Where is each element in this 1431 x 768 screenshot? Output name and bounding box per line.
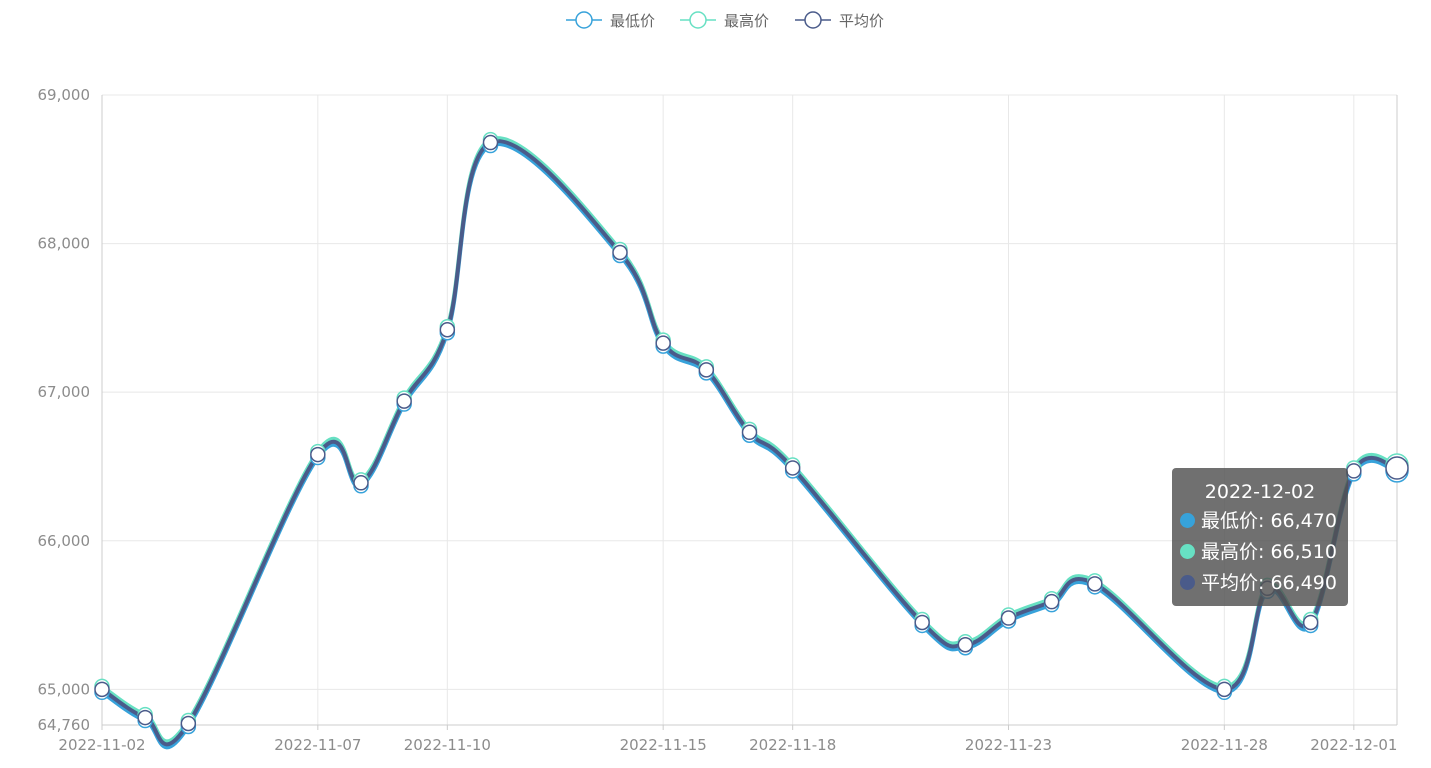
data-point[interactable] xyxy=(1087,576,1103,592)
data-point[interactable] xyxy=(784,460,801,476)
data-point[interactable] xyxy=(180,715,197,732)
legend-item-2[interactable]: 平均价 xyxy=(795,11,884,30)
x-tick-label: 2022-11-28 xyxy=(1181,736,1268,754)
y-tick-label: 66,000 xyxy=(38,532,91,550)
legend-label: 平均价 xyxy=(839,12,884,30)
data-point[interactable] xyxy=(1000,610,1017,626)
tooltip-dot-high xyxy=(1180,544,1195,559)
legend-marker xyxy=(689,11,707,29)
tooltip-label-low: 最低价: 66,470 xyxy=(1201,510,1337,532)
data-point[interactable] xyxy=(137,709,153,726)
x-tick-label: 2022-12-01 xyxy=(1310,736,1397,754)
y-tick-label: 64,760 xyxy=(38,716,91,734)
data-point[interactable] xyxy=(698,362,715,378)
data-point[interactable] xyxy=(396,393,412,409)
data-point[interactable] xyxy=(1216,681,1233,698)
data-point[interactable] xyxy=(1385,456,1409,480)
series-line-0 xyxy=(100,142,1398,750)
series-lines xyxy=(100,136,1398,750)
data-point[interactable] xyxy=(914,614,930,631)
y-tick-label: 67,000 xyxy=(38,383,91,401)
tooltip-dot-avg xyxy=(1180,575,1195,590)
data-point[interactable] xyxy=(1043,593,1060,610)
tooltip-row-low: 最低价: 66,470 xyxy=(1180,506,1340,537)
tooltip: 2022-12-02 最低价: 66,470 最高价: 66,510 平均价: … xyxy=(1172,468,1348,606)
x-tick-label: 2022-11-23 xyxy=(965,736,1052,754)
x-tick-label: 2022-11-07 xyxy=(274,736,361,754)
y-tick-label: 65,000 xyxy=(38,680,91,698)
data-point[interactable] xyxy=(612,244,628,261)
y-tick-label: 69,000 xyxy=(38,86,91,104)
data-point[interactable] xyxy=(655,335,671,351)
data-point[interactable] xyxy=(957,637,974,653)
data-point[interactable] xyxy=(94,681,110,698)
x-tick-label: 2022-11-15 xyxy=(620,736,707,754)
tooltip-title: 2022-12-02 xyxy=(1204,481,1316,503)
legend-label: 最低价 xyxy=(610,12,655,30)
series-line-2 xyxy=(100,139,1398,747)
y-axis-labels: 64,760 65,000 66,000 67,000 68,000 69,000 xyxy=(38,86,91,734)
x-axis-labels: 2022-11-02 2022-11-07 2022-11-10 2022-11-15… xyxy=(58,736,1397,754)
tooltip-row-high: 最高价: 66,510 xyxy=(1180,537,1340,568)
axes xyxy=(101,95,1398,730)
series-points xyxy=(94,131,1409,735)
tooltip-label-high: 最高价: 66,510 xyxy=(1201,541,1337,563)
data-point[interactable] xyxy=(482,134,499,151)
x-tick-label: 2022-11-10 xyxy=(404,736,491,754)
data-point[interactable] xyxy=(1302,614,1319,631)
legend-marker xyxy=(804,11,822,29)
data-point[interactable] xyxy=(353,475,369,491)
x-tick-label: 2022-11-02 xyxy=(58,736,145,754)
legend-label: 最高价 xyxy=(724,12,769,30)
data-point[interactable] xyxy=(439,322,456,338)
grid-lines xyxy=(102,94,1397,725)
data-point[interactable] xyxy=(310,446,326,463)
tooltip-row-avg: 平均价: 66,490 xyxy=(1180,568,1340,599)
tooltip-label-avg: 平均价: 66,490 xyxy=(1201,572,1337,594)
data-point[interactable] xyxy=(741,424,758,441)
tooltip-dot-low xyxy=(1180,513,1195,528)
legend: 最低价 最高价 平均价 xyxy=(566,11,884,30)
data-point[interactable] xyxy=(1346,463,1362,479)
legend-item-1[interactable]: 最高价 xyxy=(680,11,769,30)
y-tick-label: 68,000 xyxy=(38,235,91,253)
legend-item-0[interactable]: 最低价 xyxy=(566,11,655,30)
x-tick-label: 2022-11-18 xyxy=(749,736,836,754)
legend-marker xyxy=(575,11,593,29)
